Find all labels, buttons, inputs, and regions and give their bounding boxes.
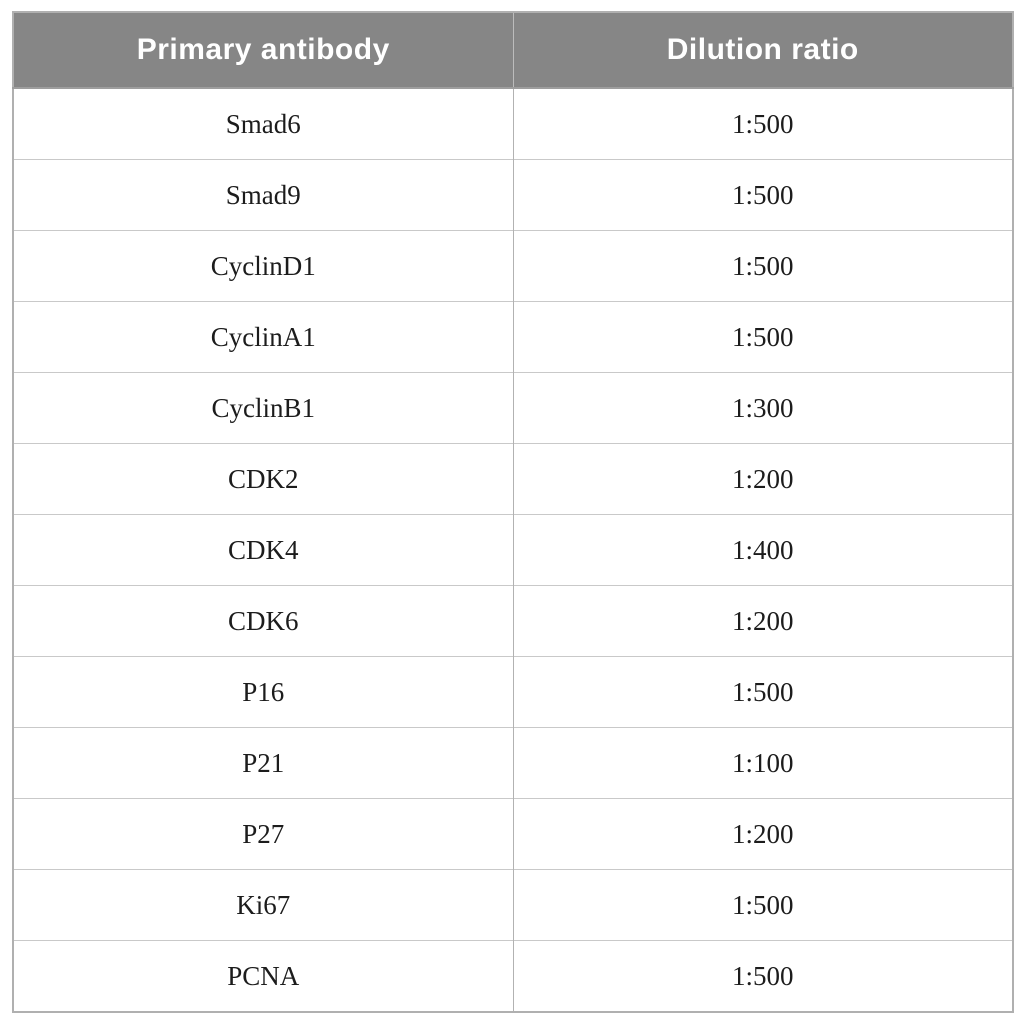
- table-row: CDK2 1:200: [13, 443, 1013, 515]
- table-row: P21 1:100: [13, 727, 1013, 799]
- dilution-cell: 1:500: [513, 940, 1013, 1012]
- antibody-dilution-table-container: Primary antibody Dilution ratio Smad6 1:…: [12, 11, 1014, 1013]
- dilution-cell: 1:500: [513, 301, 1013, 373]
- antibody-cell: P16: [13, 656, 514, 728]
- dilution-cell: 1:200: [513, 443, 1013, 515]
- dilution-cell: 1:500: [513, 230, 1013, 302]
- antibody-cell: PCNA: [13, 940, 514, 1012]
- dilution-cell: 1:300: [513, 372, 1013, 444]
- table-row: CyclinB1 1:300: [13, 372, 1013, 444]
- dilution-cell: 1:500: [513, 869, 1013, 941]
- dilution-cell: 1:200: [513, 585, 1013, 657]
- table-header: Primary antibody Dilution ratio: [13, 12, 1013, 89]
- table-row: Smad9 1:500: [13, 159, 1013, 231]
- column-header-dilution-ratio: Dilution ratio: [513, 12, 1013, 89]
- antibody-cell: P21: [13, 727, 514, 799]
- dilution-cell: 1:500: [513, 88, 1013, 160]
- table-row: P16 1:500: [13, 656, 1013, 728]
- antibody-cell: CyclinA1: [13, 301, 514, 373]
- table-row: CDK4 1:400: [13, 514, 1013, 586]
- antibody-dilution-table: Primary antibody Dilution ratio Smad6 1:…: [12, 11, 1014, 1013]
- column-header-primary-antibody: Primary antibody: [13, 12, 514, 89]
- header-row: Primary antibody Dilution ratio: [13, 12, 1013, 89]
- dilution-cell: 1:500: [513, 159, 1013, 231]
- table-body: Smad6 1:500 Smad9 1:500 CyclinD1 1:500 C…: [13, 88, 1013, 1012]
- table-row: Ki67 1:500: [13, 869, 1013, 941]
- antibody-cell: Smad9: [13, 159, 514, 231]
- antibody-cell: CDK6: [13, 585, 514, 657]
- table-row: P27 1:200: [13, 798, 1013, 870]
- antibody-cell: CyclinB1: [13, 372, 514, 444]
- antibody-cell: CDK2: [13, 443, 514, 515]
- table-row: Smad6 1:500: [13, 88, 1013, 160]
- dilution-cell: 1:200: [513, 798, 1013, 870]
- antibody-cell: CyclinD1: [13, 230, 514, 302]
- antibody-cell: P27: [13, 798, 514, 870]
- table-row: CDK6 1:200: [13, 585, 1013, 657]
- antibody-cell: Smad6: [13, 88, 514, 160]
- dilution-cell: 1:400: [513, 514, 1013, 586]
- dilution-cell: 1:100: [513, 727, 1013, 799]
- table-row: CyclinD1 1:500: [13, 230, 1013, 302]
- table-row: PCNA 1:500: [13, 940, 1013, 1012]
- antibody-cell: CDK4: [13, 514, 514, 586]
- dilution-cell: 1:500: [513, 656, 1013, 728]
- antibody-cell: Ki67: [13, 869, 514, 941]
- table-row: CyclinA1 1:500: [13, 301, 1013, 373]
